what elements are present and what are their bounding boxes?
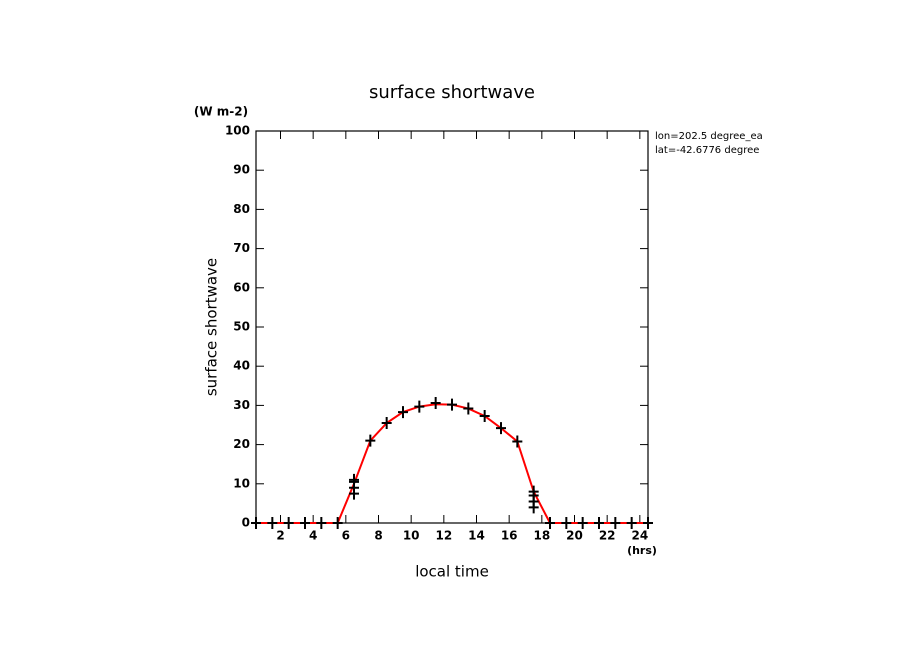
y-tick-label: 10: [233, 476, 250, 490]
marker: [414, 400, 425, 413]
y-tick-label: 0: [242, 516, 250, 530]
x-tick-label: 18: [533, 529, 550, 543]
marker: [463, 402, 474, 415]
x-tick-label: 14: [468, 529, 485, 543]
y-tick-label: 40: [233, 359, 250, 373]
marker: [381, 417, 392, 430]
marker: [528, 485, 539, 498]
x-tick-label: 10: [403, 529, 420, 543]
x-tick-label: 8: [374, 529, 382, 543]
marker: [643, 517, 653, 529]
marker: [251, 517, 261, 529]
y-tick-label: 70: [233, 241, 250, 255]
y-tick-label: 80: [233, 202, 250, 216]
y-tick-label: 90: [233, 163, 250, 177]
marker: [300, 517, 310, 529]
marker: [496, 422, 506, 435]
x-units: (hrs): [627, 544, 657, 557]
data-line: [256, 403, 648, 524]
marker: [430, 397, 441, 410]
x-axis-label: local time: [415, 563, 489, 581]
marker: [561, 517, 572, 529]
y-tick-label: 60: [233, 280, 250, 294]
chart-title: surface shortwave: [369, 82, 535, 103]
marker: [610, 517, 621, 529]
marker: [577, 517, 588, 529]
annotation: lon=202.5 degree_ea: [655, 131, 763, 142]
plot-frame: [255, 130, 649, 524]
y-tick-label: 20: [233, 437, 250, 451]
marker: [316, 517, 327, 529]
annotation: lat=-42.6776 degree: [655, 145, 759, 156]
marker: [398, 406, 408, 419]
x-tick-label: 20: [566, 529, 583, 543]
y-tick-label: 100: [225, 124, 250, 138]
x-tick-label: 12: [435, 529, 452, 543]
y-axis-label: surface shortwave: [203, 258, 221, 396]
x-tick-label: 4: [309, 529, 317, 543]
marker: [332, 517, 343, 529]
x-tick-label: 6: [342, 529, 350, 543]
y-units: (W m-2): [194, 105, 248, 119]
marker: [447, 398, 457, 411]
marker: [512, 435, 523, 448]
x-tick-label: 16: [501, 529, 518, 543]
x-tick-label: 2: [276, 529, 284, 543]
x-tick-label: 22: [599, 529, 616, 543]
y-tick-label: 30: [233, 398, 250, 412]
marker: [594, 517, 604, 529]
marker: [479, 409, 490, 422]
marker: [545, 517, 555, 529]
y-tick-label: 50: [233, 320, 250, 334]
marker: [267, 517, 278, 529]
marker: [365, 434, 376, 447]
marker: [626, 517, 637, 529]
x-tick-label: 24: [631, 529, 648, 543]
marker: [349, 473, 359, 486]
marker: [283, 517, 294, 529]
